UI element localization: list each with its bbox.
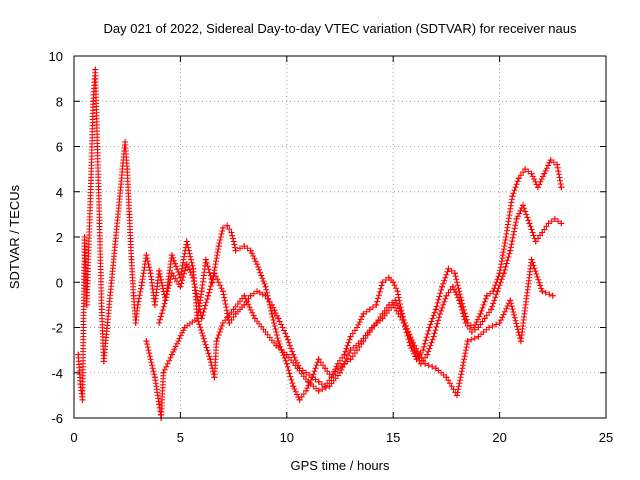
y-tick-label: 4 — [56, 185, 63, 200]
x-axis-label: GPS time / hours — [291, 458, 390, 473]
y-tick-label: 8 — [56, 94, 63, 109]
x-tick-label: 5 — [177, 430, 184, 445]
y-tick-label: -4 — [51, 366, 63, 381]
x-tick-label: 0 — [70, 430, 77, 445]
chart-title: Day 021 of 2022, Sidereal Day-to-day VTE… — [103, 21, 577, 36]
y-axis-label: SDTVAR / TECUs — [7, 184, 22, 289]
y-tick-label: -2 — [51, 321, 63, 336]
x-tick-label: 20 — [492, 430, 506, 445]
y-tick-label: 2 — [56, 230, 63, 245]
y-tick-label: 10 — [49, 49, 63, 64]
chart-background — [0, 0, 640, 480]
chart: 0 5 10 15 20 25 -6 -4 -2 0 2 4 6 8 10 Day 021 of 2022… — [0, 0, 640, 480]
y-tick-label: -6 — [51, 411, 63, 426]
y-tick-label: 6 — [56, 140, 63, 155]
y-tick-label: 0 — [56, 275, 63, 290]
x-tick-label: 10 — [280, 430, 294, 445]
x-tick-label: 25 — [599, 430, 613, 445]
x-tick-label: 15 — [386, 430, 400, 445]
